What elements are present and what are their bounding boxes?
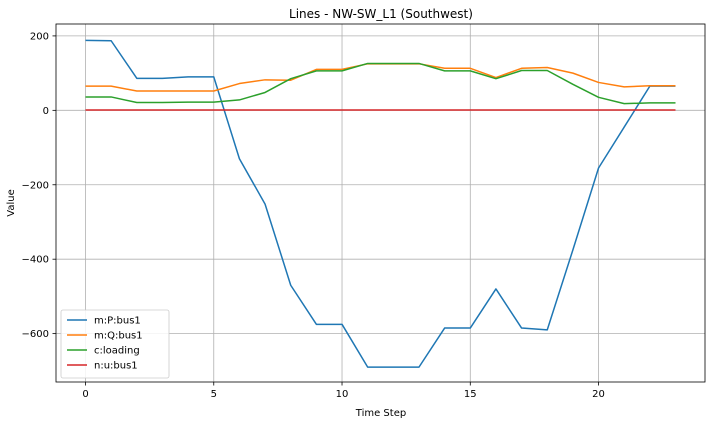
y-axis-label: Value [6, 189, 17, 216]
x-tick-label: 20 [592, 389, 605, 400]
series-lines [85, 39, 676, 368]
x-tick-label: 15 [464, 389, 477, 400]
legend-label: m:P:bus1 [94, 316, 141, 327]
legend-box [60, 309, 170, 379]
y-tick-label: −400 [22, 255, 49, 266]
series-line-c-loading [85, 62, 676, 105]
legend-label: c:loading [94, 346, 140, 357]
y-tick-label: −600 [22, 329, 49, 340]
legend: m:P:bus1 m:Q:bus1 c:loading n:u:bus1 [60, 309, 170, 379]
series-line-m-p-bus1 [85, 39, 676, 368]
chart-title: Lines - NW-SW_L1 (Southwest) [289, 7, 473, 21]
axis-ticks: 0 5 10 15 20 −600 −400 −200 0 200 [22, 31, 605, 400]
x-tick-label: 10 [336, 389, 349, 400]
x-tick-label: 0 [82, 389, 88, 400]
plot-area-frame [55, 23, 706, 383]
y-tick-label: 200 [30, 31, 49, 42]
legend-label: m:Q:bus1 [94, 331, 143, 342]
x-tick-label: 5 [211, 389, 217, 400]
y-tick-label: −200 [22, 180, 49, 191]
y-tick-label: 0 [43, 106, 49, 117]
x-axis-label: Time Step [355, 408, 406, 419]
legend-label: n:u:bus1 [94, 361, 138, 372]
